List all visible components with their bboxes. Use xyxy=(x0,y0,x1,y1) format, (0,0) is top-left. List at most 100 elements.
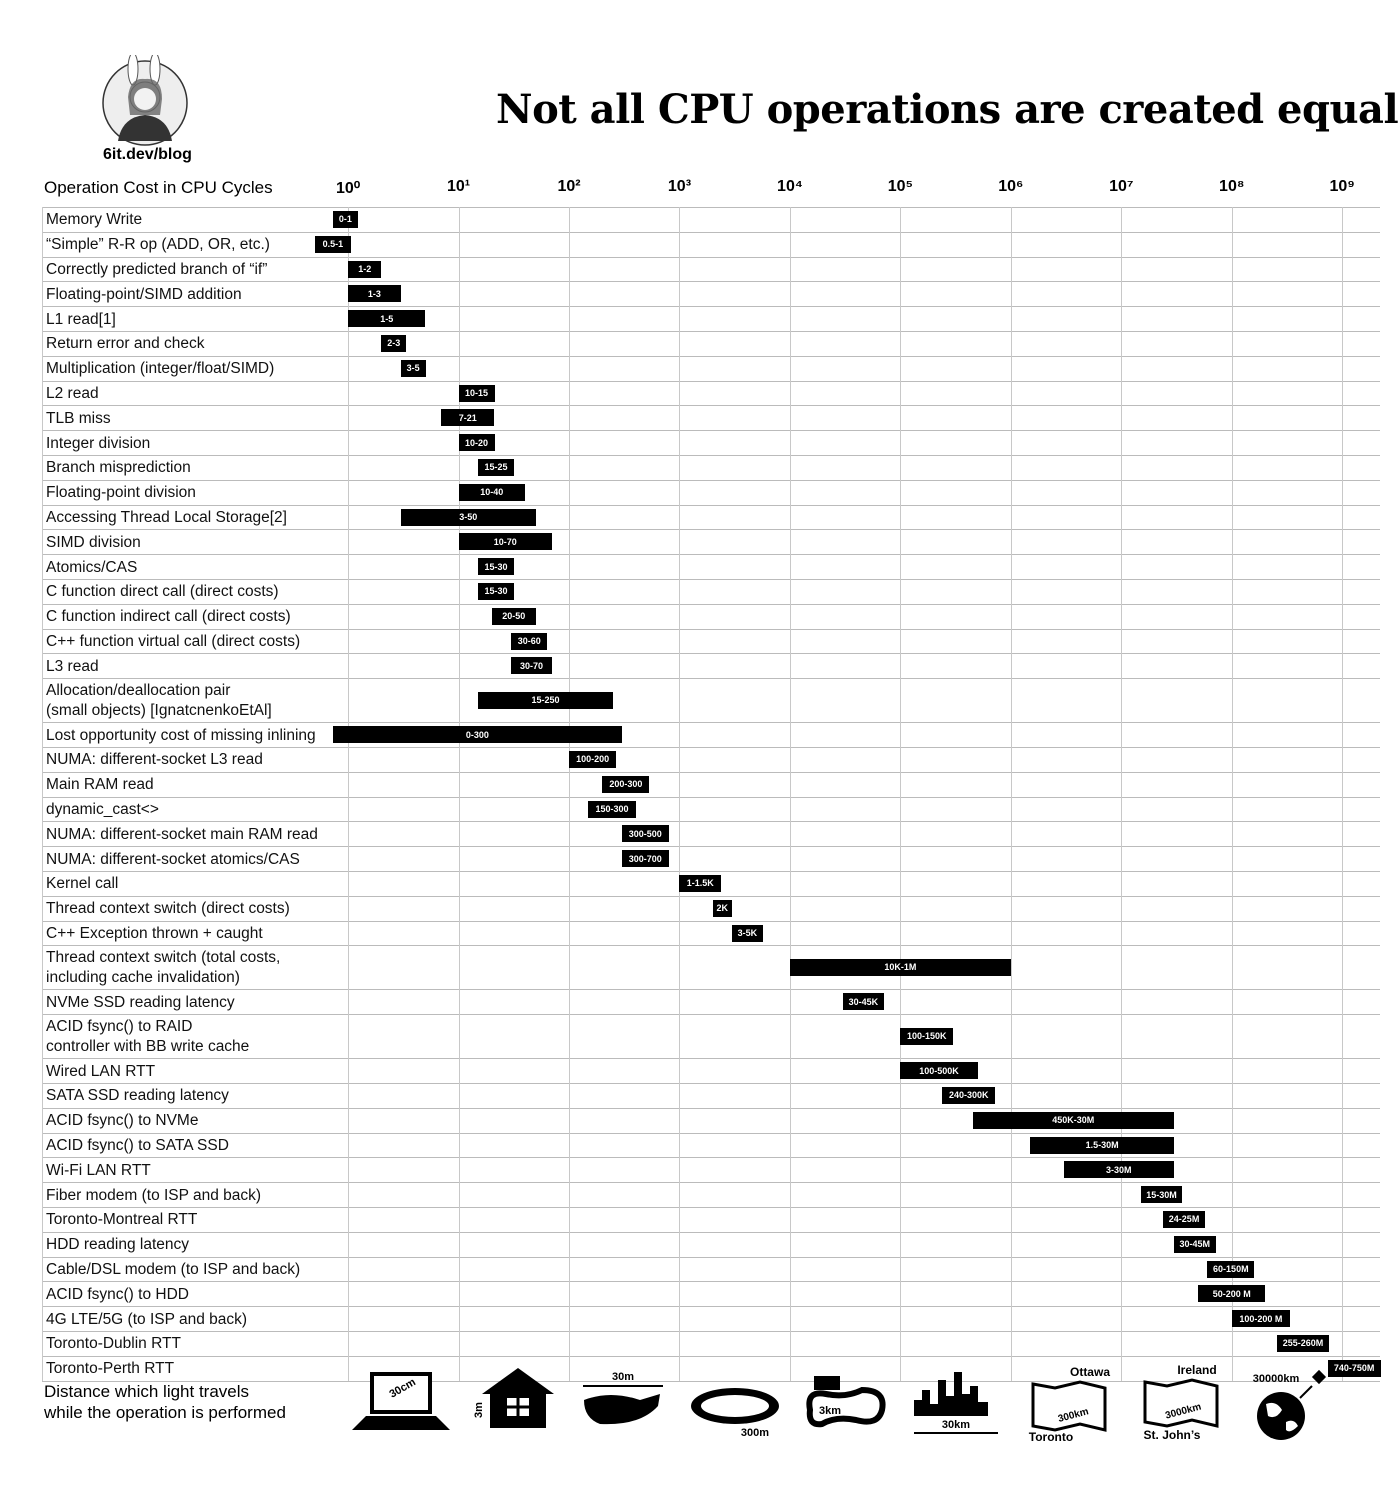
row-label: Main RAM read xyxy=(46,776,154,794)
row-line xyxy=(42,895,1380,897)
row-line xyxy=(42,920,1380,922)
row-label: Kernel call xyxy=(46,875,119,893)
row-label: Lost opportunity cost of missing inlinin… xyxy=(46,726,316,744)
row-label: L2 read xyxy=(46,385,99,402)
map-icon: Ottawa 300km Toronto xyxy=(1029,1365,1111,1444)
row-label: Integer division xyxy=(46,434,151,452)
row-label: Memory Write xyxy=(46,211,143,229)
distance-label: 300m xyxy=(741,1427,769,1439)
grid-line xyxy=(679,207,681,1381)
row-line xyxy=(42,846,1380,848)
laptop-icon: 30cm xyxy=(352,1372,450,1430)
distance-label: 30000km xyxy=(1253,1373,1300,1385)
row-label: Floating-point/SIMD addition xyxy=(46,285,242,303)
distance-icons: 30cm 3m 30m 300m 3km 30km Ottawa xyxy=(352,1363,1327,1444)
bar: 240-300K xyxy=(942,1086,996,1104)
row-label: SATA SSD reading latency xyxy=(46,1087,229,1105)
row-line xyxy=(42,479,1380,481)
row-line xyxy=(42,771,1380,773)
bar: 30-45M xyxy=(1173,1235,1216,1253)
bar: 24-25M xyxy=(1163,1210,1205,1228)
grid-line xyxy=(1342,207,1344,1381)
row-line xyxy=(42,430,1380,432)
row-line xyxy=(42,1083,1380,1084)
bar: 30-60 xyxy=(511,632,548,650)
row-label: Thread context switch (total costs, incl… xyxy=(46,949,281,987)
bar: 15-30 xyxy=(477,558,514,576)
bar: 10-70 xyxy=(458,533,552,551)
row-label: Return error and check xyxy=(46,335,205,353)
x-tick-label: 10⁰ xyxy=(335,180,361,197)
row-label: Cable/DSL modem (to ISP and back) xyxy=(46,1261,301,1278)
bar: 15-30 xyxy=(477,582,514,600)
row-label: Toronto-Perth RTT xyxy=(46,1360,175,1378)
x-tick-label: 10² xyxy=(557,178,581,195)
house-icon: 3m xyxy=(473,1368,554,1428)
bar: 2K xyxy=(712,899,732,917)
row-label: Multiplication (integer/float/SIMD) xyxy=(46,360,275,378)
row-line xyxy=(42,405,1380,407)
bar: 30-70 xyxy=(511,657,552,675)
grid-line xyxy=(1010,207,1012,1381)
distance-label: 3m xyxy=(473,1402,485,1418)
row-label: C++ function virtual call (direct costs) xyxy=(46,633,301,650)
row-line xyxy=(42,1058,1380,1060)
row-label: L3 read xyxy=(46,657,99,675)
row-label: TLB miss xyxy=(46,409,111,427)
row-label: SIMD division xyxy=(46,533,141,551)
axis-label: Operation Cost in CPU Cycles xyxy=(44,178,273,197)
bar: 3-5K xyxy=(732,924,763,942)
bar: 1-3 xyxy=(348,285,401,303)
distance-label: St. John’s xyxy=(1144,1428,1201,1442)
footer-caption: Distance which light travels while the o… xyxy=(44,1382,286,1422)
row-label: L1 read[1] xyxy=(46,310,116,328)
grid-line xyxy=(1121,207,1123,1381)
whale-icon: 30m xyxy=(583,1371,663,1425)
avatar xyxy=(102,55,188,146)
bar: 15-30M xyxy=(1140,1186,1183,1204)
row-line xyxy=(42,1306,1380,1308)
row-label: Correctly predicted branch of “if” xyxy=(46,261,268,278)
table-border xyxy=(42,207,1380,208)
row-line xyxy=(42,1157,1380,1159)
row-line xyxy=(42,1281,1380,1283)
bar: 1-5 xyxy=(348,310,426,328)
bar: 15-25 xyxy=(477,458,514,476)
row-label: ACID fsync() to HDD xyxy=(46,1285,189,1303)
grid-line xyxy=(789,207,791,1381)
row-line xyxy=(42,1380,1380,1382)
row-label: Wi-Fi LAN RTT xyxy=(46,1161,151,1179)
bar: 2-3 xyxy=(381,334,407,352)
bar: 20-50 xyxy=(491,607,536,625)
row-label: 4G LTE/5G (to ISP and back) xyxy=(46,1310,248,1328)
row-line xyxy=(42,796,1380,798)
row-line xyxy=(42,945,1380,947)
bar: 100-500K xyxy=(900,1062,978,1080)
row-line xyxy=(42,653,1380,655)
bar: 200-300 xyxy=(602,775,650,793)
row-label: Wired LAN RTT xyxy=(46,1062,156,1080)
row-label: Floating-point division xyxy=(46,484,196,502)
row-line xyxy=(42,455,1380,456)
row-line xyxy=(42,504,1380,506)
x-tick-label: 10⁴ xyxy=(777,178,803,195)
distance-label: 30m xyxy=(612,1371,634,1383)
bar: 1-1.5K xyxy=(679,874,722,892)
x-tick-label: 10⁹ xyxy=(1329,178,1355,195)
row-line xyxy=(42,1132,1380,1134)
site: 6it.dev/blog xyxy=(103,146,192,163)
bar: 7-21 xyxy=(441,409,495,427)
row-line xyxy=(42,1355,1380,1357)
distance-label: 30km xyxy=(942,1419,970,1431)
row-label: Branch misprediction xyxy=(46,459,191,477)
distance-label: Ireland xyxy=(1177,1363,1216,1377)
row-label: Allocation/deallocation pair (small obje… xyxy=(46,682,272,720)
bar: 10-15 xyxy=(458,384,495,402)
city-icon: 30km xyxy=(914,1372,998,1434)
row-label: Toronto-Dublin RTT xyxy=(46,1335,181,1353)
row-label: ACID fsync() to NVMe xyxy=(46,1112,199,1130)
row-line xyxy=(42,281,1380,283)
row-line xyxy=(42,722,1380,724)
row-line xyxy=(42,989,1380,991)
